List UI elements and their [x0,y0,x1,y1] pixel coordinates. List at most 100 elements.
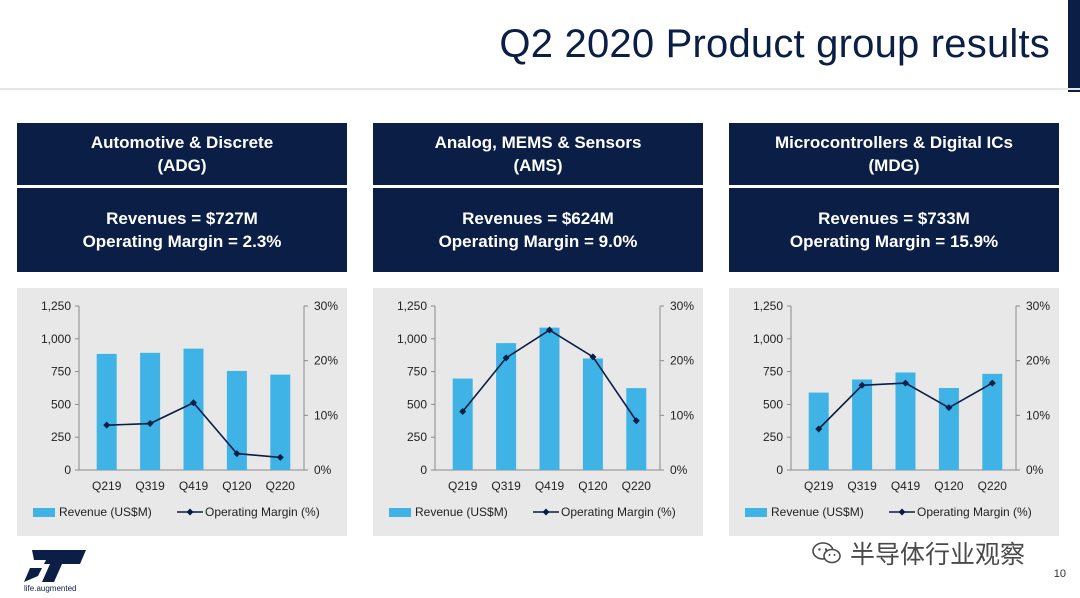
left-tick-label: 1,250 [41,299,71,313]
chart-ams: 0 250 500 750 1,000 1,250 0% 10% 20% 30% Q219 Q319 Q… [373,288,703,536]
operating-margin-point [632,417,640,425]
right-edge-bar [1068,0,1080,92]
revenue-bar [140,352,161,470]
slide-title: Q2 2020 Product group results [499,22,1050,66]
left-tick-label: 500 [51,397,71,411]
x-tick-label: Q220 [266,479,296,493]
x-tick-label: Q120 [578,479,608,493]
operating-margin-point [815,425,823,433]
legend-bar-swatch [389,508,411,517]
left-tick-label: 1,000 [41,332,71,346]
legend-bar-swatch [745,508,767,517]
left-tick-label: 250 [51,430,71,444]
operating-margin-point [103,421,111,429]
left-tick-label: 0 [64,463,71,477]
right-tick-label: 20% [670,354,694,368]
legend-margin-label: Operating Margin (%) [917,505,1032,519]
operating-margin-point [988,379,996,387]
operating-margin-point [945,404,953,412]
left-tick-label: 750 [51,365,71,379]
x-tick-label: Q219 [92,479,122,493]
revenue-text: Revenues = $733M [818,209,970,228]
segment-name: Analog, MEMS & Sensors [434,133,642,152]
left-tick-label: 0 [420,463,427,477]
x-tick-label: Q220 [622,479,652,493]
revenue-bar [183,348,204,470]
left-tick-label: 1,000 [397,332,427,346]
right-tick-label: 10% [1026,408,1050,422]
panel-ams: Analog, MEMS & Sensors (AMS) Revenues = … [373,123,703,272]
panel-metrics: Revenues = $727M Operating Margin = 2.3% [17,188,347,272]
watermark-text: 半导体行业观察 [850,540,1026,569]
revenue-bar [270,374,291,470]
margin-text: Operating Margin = 2.3% [82,232,282,251]
left-tick-label: 750 [763,365,783,379]
x-tick-label: Q319 [847,479,877,493]
segment-name: Automotive & Discrete [90,133,274,152]
margin-text: Operating Margin = 15.9% [789,232,999,251]
right-tick-label: 0% [314,463,332,477]
left-tick-label: 500 [763,397,783,411]
legend-margin-label: Operating Margin (%) [561,505,676,519]
right-tick-label: 30% [314,299,338,313]
revenue-bar [496,343,517,470]
legend-revenue-label: Revenue (US$M) [415,505,508,519]
legend-revenue-label: Revenue (US$M) [59,505,152,519]
operating-margin-point [858,381,866,389]
panel-metrics: Revenues = $624M Operating Margin = 9.0% [373,188,703,272]
logo-tagline: life.augmented [24,584,77,593]
left-tick-label: 250 [763,430,783,444]
page-number: 10 [1053,568,1066,580]
right-tick-label: 20% [314,354,338,368]
revenue-bar [226,370,247,470]
right-tick-label: 0% [1026,463,1044,477]
chart-adg: 0 250 500 750 1,000 1,250 0% 10% 20% 30% Q219 Q319 Q… [17,288,347,536]
left-tick-label: 250 [407,430,427,444]
revenue-bar [96,353,117,470]
st-logo-icon [24,550,86,582]
x-tick-label: Q319 [491,479,521,493]
chart-mdg: 0 250 500 750 1,000 1,250 0% 10% 20% 30% Q219 Q319 Q… [729,288,1059,536]
x-tick-label: Q220 [978,479,1008,493]
left-tick-label: 0 [776,463,783,477]
revenue-bar [852,379,873,470]
x-tick-label: Q120 [934,479,964,493]
right-tick-label: 20% [1026,354,1050,368]
x-tick-label: Q120 [222,479,252,493]
wechat-icon [812,542,841,564]
right-tick-label: 10% [670,408,694,422]
operating-margin-point [459,408,467,416]
revenue-bar [452,378,473,470]
x-tick-label: Q219 [804,479,834,493]
revenue-bar [982,373,1003,470]
revenue-bar [938,388,959,470]
revenue-bar [895,372,916,470]
operating-margin-point [146,420,154,428]
right-tick-label: 0% [670,463,688,477]
legend-line-marker [542,508,550,516]
legend-bar-swatch [33,508,55,517]
revenue-text: Revenues = $727M [106,209,258,228]
chart-svg-mdg: 0 250 500 750 1,000 1,250 0% 10% 20% 30% Q219 Q319 Q… [745,299,1050,519]
left-tick-label: 750 [407,365,427,379]
margin-text: Operating Margin = 9.0% [438,232,638,251]
legend-margin-label: Operating Margin (%) [205,505,320,519]
left-tick-label: 1,250 [753,299,783,313]
left-tick-label: 1,250 [397,299,427,313]
panel-metrics: Revenues = $733M Operating Margin = 15.9… [729,188,1059,272]
legend-revenue-label: Revenue (US$M) [771,505,864,519]
operating-margin-point [589,353,597,361]
segment-code: (MDG) [868,156,920,175]
revenue-bar [582,358,603,470]
panel-header: Analog, MEMS & Sensors (AMS) [373,123,703,185]
title-divider [0,88,1080,90]
watermark: 半导体行业观察 [812,535,1025,571]
panel-header: Automotive & Discrete (ADG) [17,123,347,185]
operating-margin-point [902,379,909,387]
segment-code: (ADG) [157,156,207,175]
panel-mdg: Microcontrollers & Digital ICs (MDG) Rev… [729,123,1059,272]
operating-margin-point [502,354,510,362]
x-tick-label: Q419 [535,479,565,493]
panel-adg: Automotive & Discrete (ADG) Revenues = $… [17,123,347,272]
left-tick-label: 500 [407,397,427,411]
